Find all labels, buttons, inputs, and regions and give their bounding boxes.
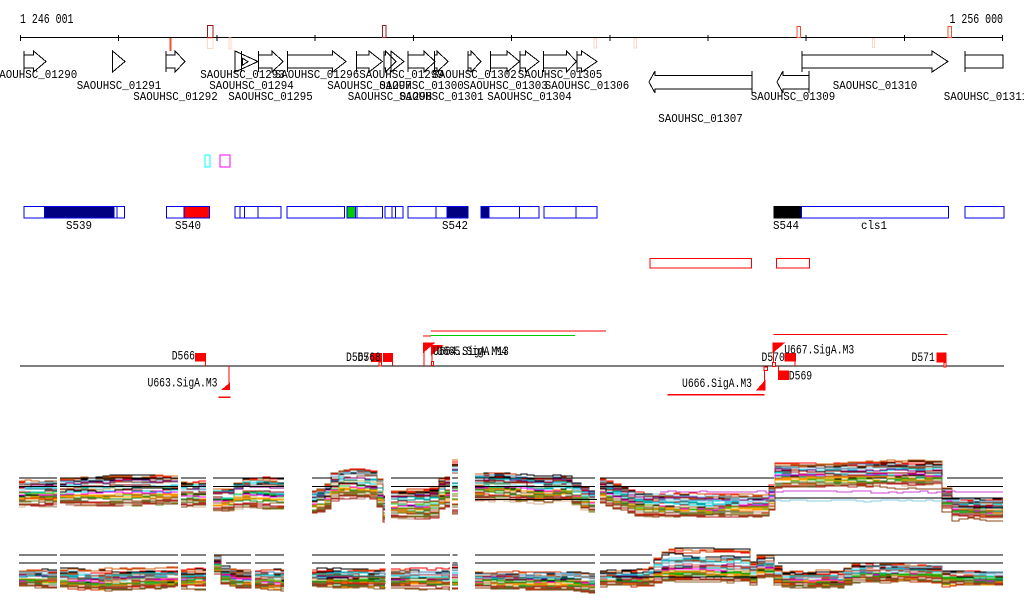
svg-text:U666.SigA.M3: U666.SigA.M3 bbox=[682, 377, 752, 391]
svg-text:SAOUHSC_01302: SAOUHSC_01302 bbox=[432, 68, 517, 82]
svg-text:SAOUHSC_01311: SAOUHSC_01311 bbox=[944, 90, 1024, 104]
svg-text:D570: D570 bbox=[762, 351, 785, 365]
svg-text:S544: S544 bbox=[773, 219, 799, 233]
svg-text:SAOUHSC_01305: SAOUHSC_01305 bbox=[518, 68, 603, 82]
svg-text:SAOUHSC_01290: SAOUHSC_01290 bbox=[0, 68, 77, 82]
svg-text:SAOUHSC_01304: SAOUHSC_01304 bbox=[487, 90, 572, 104]
svg-text:SAOUHSC_01307: SAOUHSC_01307 bbox=[658, 112, 743, 126]
svg-text:SAOUHSC_01295: SAOUHSC_01295 bbox=[228, 90, 313, 104]
svg-text:SAOUHSC_01310: SAOUHSC_01310 bbox=[833, 79, 918, 93]
svg-text:SAOUHSC_01299: SAOUHSC_01299 bbox=[359, 68, 444, 82]
svg-text:U663.SigA.M3: U663.SigA.M3 bbox=[148, 377, 218, 391]
svg-text:S539: S539 bbox=[66, 219, 92, 233]
svg-text:S540: S540 bbox=[175, 219, 201, 233]
svg-text:SAOUHSC_01297: SAOUHSC_01297 bbox=[327, 79, 412, 93]
svg-text:D568: D568 bbox=[358, 351, 381, 365]
svg-text:U664.SigA.M13: U664.SigA.M13 bbox=[433, 345, 509, 359]
svg-text:SAOUHSC_01298: SAOUHSC_01298 bbox=[348, 90, 433, 104]
svg-text:S542: S542 bbox=[442, 219, 468, 233]
svg-text:U665.SigA.M4: U665.SigA.M4 bbox=[437, 345, 507, 359]
svg-text:SAOUHSC_01291: SAOUHSC_01291 bbox=[77, 79, 162, 93]
svg-text:SAOUHSC_01301: SAOUHSC_01301 bbox=[399, 90, 484, 104]
svg-text:D569: D569 bbox=[789, 370, 812, 384]
svg-text:SAOUHSC_01296: SAOUHSC_01296 bbox=[275, 68, 360, 82]
svg-text:SAOUHSC_01300: SAOUHSC_01300 bbox=[379, 79, 464, 93]
svg-text:1 246 001: 1 246 001 bbox=[20, 12, 74, 28]
svg-text:D566: D566 bbox=[172, 350, 195, 364]
svg-text:D571: D571 bbox=[912, 351, 935, 365]
svg-text:D567: D567 bbox=[346, 351, 369, 365]
svg-text:SAOUHSC_01309: SAOUHSC_01309 bbox=[751, 90, 836, 104]
svg-text:cls1: cls1 bbox=[861, 219, 887, 233]
svg-text:SAOUHSC_01306: SAOUHSC_01306 bbox=[545, 79, 630, 93]
svg-text:1 256 000: 1 256 000 bbox=[950, 12, 1004, 28]
svg-text:SAOUHSC_01294: SAOUHSC_01294 bbox=[209, 79, 294, 93]
svg-text:SAOUHSC_01292: SAOUHSC_01292 bbox=[133, 90, 218, 104]
svg-text:SAOUHSC_01303: SAOUHSC_01303 bbox=[463, 79, 548, 93]
svg-text:SAOUHSC_01293: SAOUHSC_01293 bbox=[200, 68, 285, 82]
svg-text:U667.SigA.M3: U667.SigA.M3 bbox=[784, 344, 854, 358]
